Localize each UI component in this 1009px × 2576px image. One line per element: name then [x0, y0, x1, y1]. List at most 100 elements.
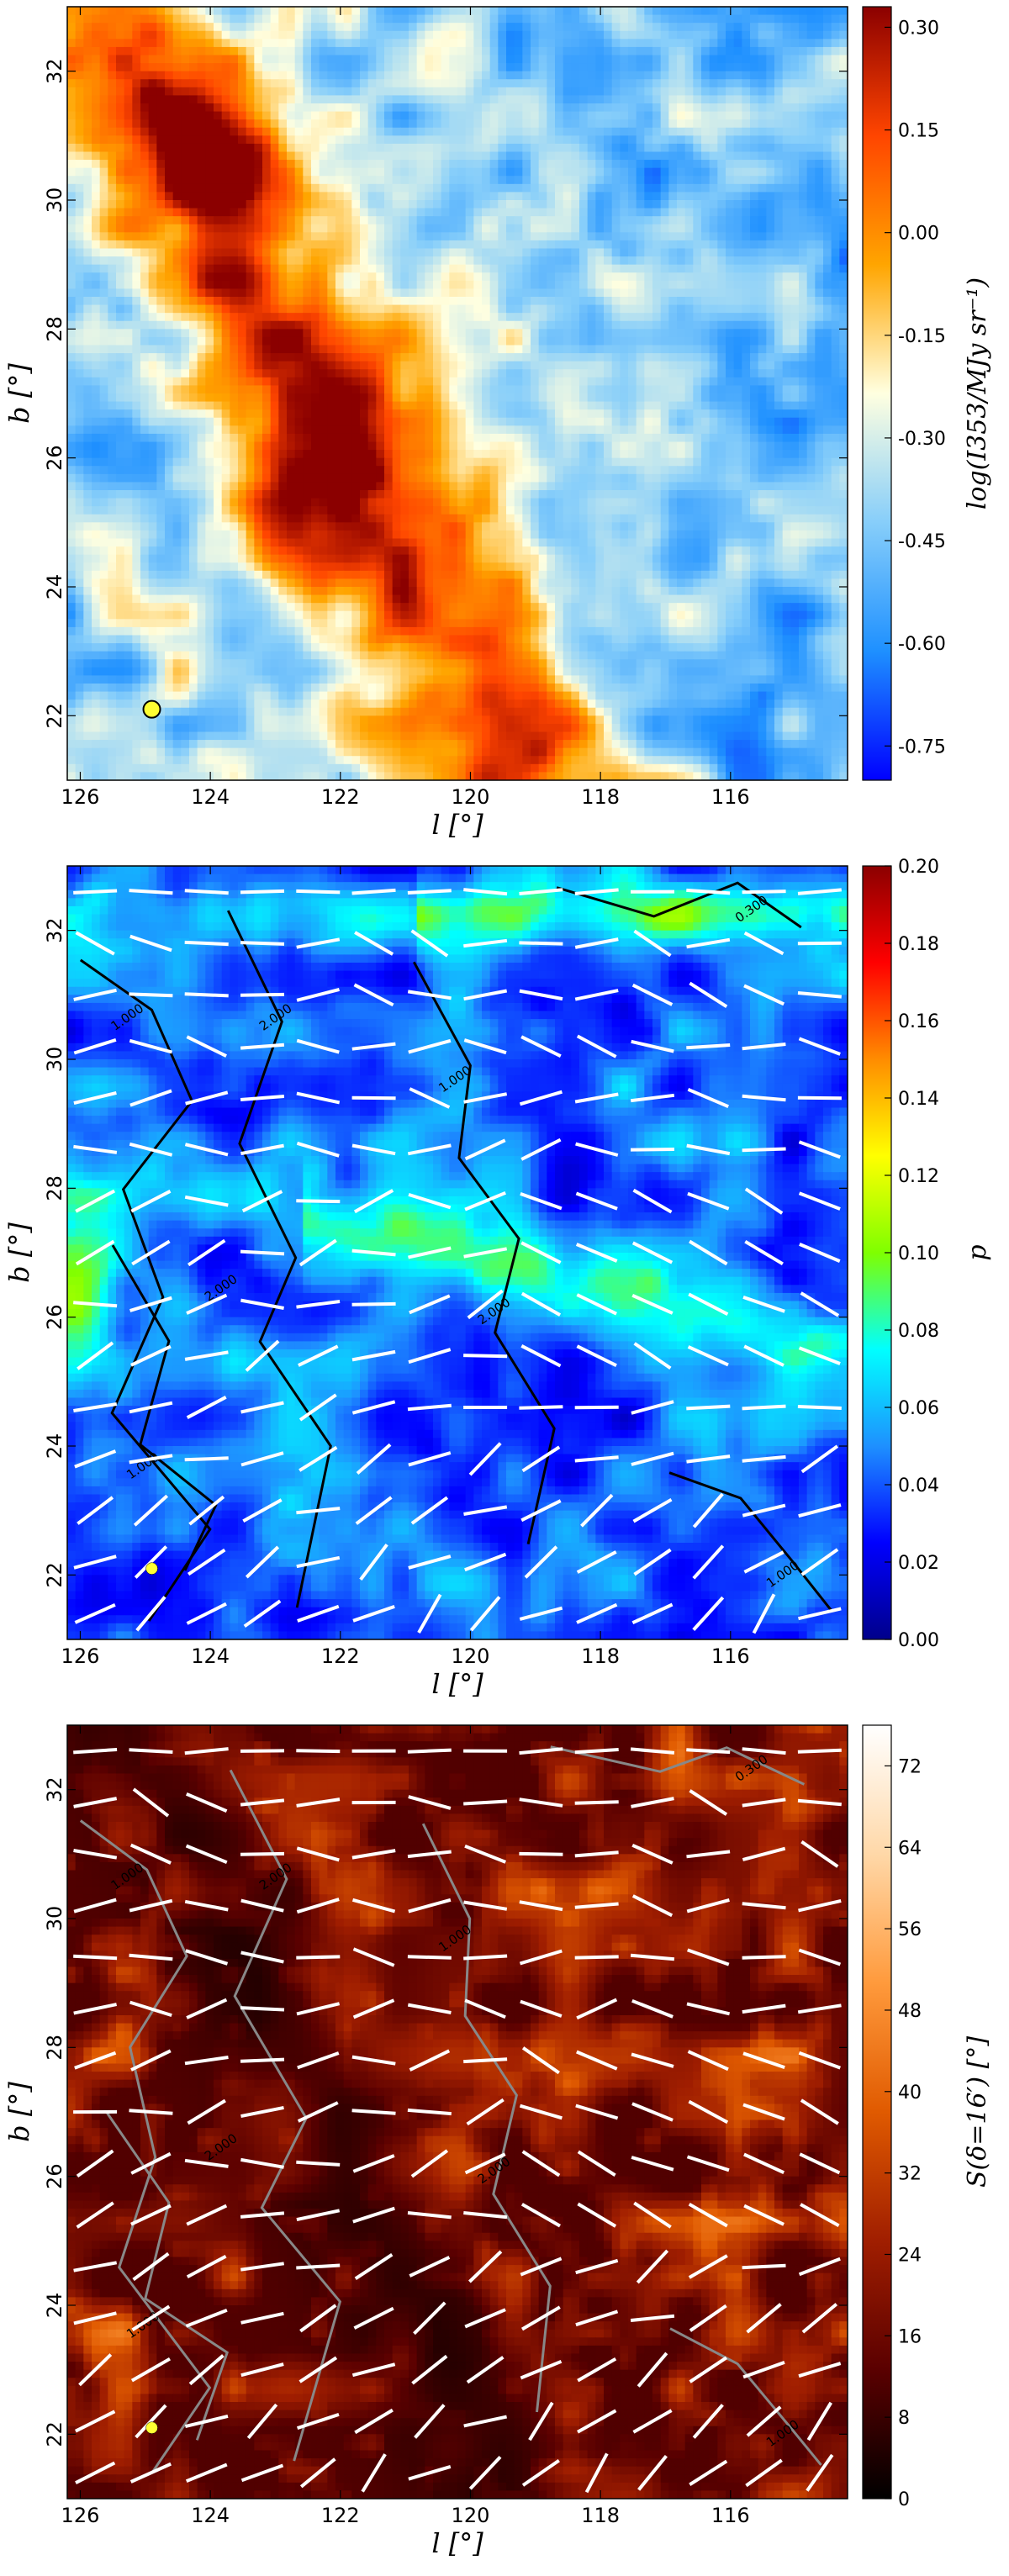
vector	[637, 2454, 668, 2491]
vector	[296, 2412, 340, 2431]
colorbar-tick-label: 0.15	[898, 121, 939, 142]
x-tick-label: 126	[61, 1644, 100, 1668]
colorbar-label: log(I353/MJy sr⁻¹)	[963, 277, 992, 509]
x-axis-label: l [°]	[431, 809, 483, 841]
vector	[296, 937, 341, 949]
vector	[798, 1140, 841, 1159]
colorbar-tick-label: 24	[898, 2245, 922, 2266]
vector	[574, 937, 619, 949]
colorbar-tick-label: -0.30	[898, 429, 946, 450]
vector	[464, 2152, 506, 2175]
colorbar-tick-label: 8	[898, 2408, 910, 2429]
vector	[296, 1300, 341, 1309]
vector	[692, 1596, 725, 1631]
contour-line	[111, 1244, 218, 1571]
x-axis-label: l [°]	[431, 1668, 483, 1700]
vector	[131, 2304, 171, 2331]
vector	[464, 1998, 506, 2019]
vector	[806, 2401, 833, 2441]
vector	[464, 1190, 506, 1211]
vector	[129, 2000, 172, 2018]
vector	[687, 1191, 730, 1211]
vector	[521, 2458, 560, 2487]
contour-line	[226, 910, 332, 1608]
vector	[520, 1241, 562, 1264]
colorbar-tick-label: 0	[898, 2489, 910, 2510]
vector	[75, 1239, 115, 1266]
vector	[353, 2306, 394, 2330]
x-axis-label: l [°]	[431, 2527, 483, 2559]
vector	[240, 1143, 284, 1156]
colorbar-tick-label: 0.16	[898, 1011, 939, 1032]
vector	[130, 2204, 172, 2226]
vector	[184, 2414, 229, 2429]
vector	[129, 1401, 173, 1414]
vector	[632, 1188, 673, 1214]
vector	[520, 2203, 561, 2228]
vector	[184, 1143, 229, 1157]
vector	[240, 1798, 285, 1807]
vector	[413, 2301, 446, 2336]
vector	[129, 1843, 172, 1865]
vector	[186, 1998, 228, 2019]
source-marker	[145, 2421, 158, 2434]
vector	[240, 2311, 284, 2325]
vector	[407, 2108, 452, 2116]
vector	[351, 1301, 396, 1306]
vector	[575, 1142, 619, 1157]
vector	[632, 2409, 673, 2434]
x-tick-label: 116	[711, 1644, 750, 1668]
vector	[185, 1090, 229, 1106]
vector	[631, 1039, 674, 1053]
vector	[351, 1349, 396, 1362]
vector	[519, 1949, 563, 1966]
vector	[240, 889, 285, 895]
vector	[299, 2304, 337, 2333]
contour-line	[79, 1819, 212, 2473]
vector	[408, 1795, 452, 1810]
x-tick-label: 120	[452, 785, 490, 809]
vector	[524, 1545, 558, 1579]
vector	[184, 2158, 229, 2168]
vector	[519, 941, 563, 946]
vector	[75, 2461, 116, 2484]
vector	[245, 1545, 280, 1579]
vector	[240, 2362, 284, 2378]
vector	[240, 1898, 284, 1913]
vector	[577, 2150, 616, 2177]
vector	[631, 1293, 674, 1315]
vector	[73, 1037, 117, 1055]
vector	[574, 1800, 619, 1805]
vector	[801, 2303, 838, 2334]
colorbar-tick-label: 48	[898, 2001, 922, 2022]
vector	[688, 2254, 728, 2279]
y-tick-label: 26	[43, 1304, 66, 1330]
heatmap-image	[67, 1725, 848, 2499]
vector	[575, 2104, 619, 2120]
vector	[240, 2057, 285, 2063]
colorbar-label: p	[963, 1244, 992, 1260]
x-tick-label: 120	[452, 2504, 490, 2527]
vector	[800, 1444, 839, 1474]
panel-dust-intensity: 126 124 122 120 118 116 22 24 26 28 30 32 l [°] b [°]…	[3, 6, 992, 841]
colorbar-tick-label: -0.15	[898, 326, 946, 347]
vector	[246, 2403, 278, 2440]
y-tick-label: 22	[43, 1562, 66, 1588]
y-tick-label: 24	[43, 1433, 66, 1460]
vector	[296, 2209, 341, 2222]
vector	[75, 931, 115, 956]
vector	[689, 1789, 728, 1816]
vector	[692, 1544, 725, 1580]
vector	[463, 1505, 508, 1516]
vector	[296, 1091, 341, 1105]
vector	[752, 1593, 776, 1634]
vector	[74, 1449, 117, 1469]
vector	[74, 1602, 116, 1624]
colorbar-tick-label: 0.00	[898, 224, 939, 245]
vector	[186, 1396, 227, 1419]
vector	[352, 1998, 395, 2019]
colorbar-tick-label: 0.00	[898, 1630, 939, 1651]
vector	[296, 1955, 341, 1960]
vector	[185, 1844, 228, 1865]
panel-polarization-fraction: 1.000 2.0001.0002.0000.3001.0002.0001.000…	[3, 857, 992, 1700]
